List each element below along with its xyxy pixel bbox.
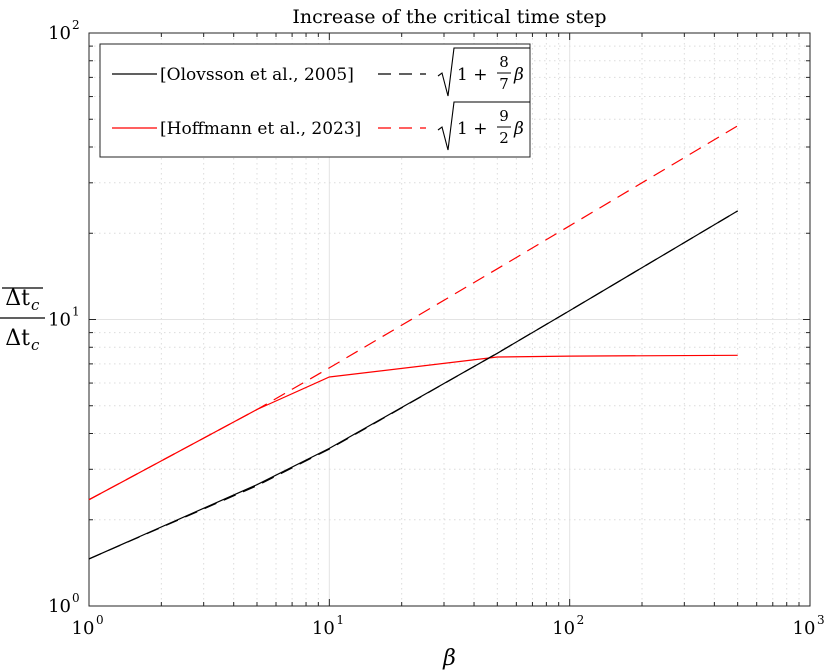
formula-numerator: 8 xyxy=(499,53,509,71)
x-axis-label: β xyxy=(442,646,456,671)
legend: [Olovsson et al., 2005] [Hoffmann et al.… xyxy=(99,43,531,158)
legend-formula-sqrt-8-7: 1 + 8 7 β xyxy=(437,47,530,97)
y-label-numerator: Δt xyxy=(5,286,30,311)
x-tick-label: 10 xyxy=(552,618,575,639)
formula-denominator: 2 xyxy=(499,129,509,147)
x-tick-exponent: 1 xyxy=(336,613,344,627)
series-group xyxy=(88,125,739,560)
chart-title: Increase of the critical time step xyxy=(292,6,606,28)
y-tick-label: 10 xyxy=(48,310,71,331)
y-tick-exponent: 2 xyxy=(72,18,80,32)
y-tick-label: 10 xyxy=(48,23,71,44)
series-line-0 xyxy=(88,210,739,560)
series-line-1 xyxy=(88,354,738,501)
legend-formula-sqrt-9-2: 1 + 9 2 β xyxy=(437,101,530,151)
y-axis-label: Δt c Δt c xyxy=(0,286,45,354)
x-tick-exponent: 0 xyxy=(96,613,104,627)
formula-variable: β xyxy=(513,119,524,139)
y-tick-exponent: 1 xyxy=(72,305,80,319)
formula-denominator: 7 xyxy=(499,75,509,93)
series-line-3 xyxy=(88,125,739,501)
x-tick-label: 10 xyxy=(72,618,95,639)
radical-sign xyxy=(437,101,530,151)
y-tick-label: 10 xyxy=(48,596,71,617)
legend-label-olovsson: [Olovsson et al., 2005] xyxy=(160,65,354,85)
y-label-denominator-subscript: c xyxy=(31,336,40,354)
formula-one-plus: 1 + xyxy=(457,65,487,85)
x-tick-exponent: 3 xyxy=(817,613,825,627)
legend-label-hoffmann: [Hoffmann et al., 2023] xyxy=(160,119,361,139)
series-line-2 xyxy=(88,210,739,560)
radical-sign xyxy=(437,47,530,97)
legend-box xyxy=(99,43,531,158)
x-tick-exponent: 2 xyxy=(577,613,585,627)
axis-ticks: 10 0 10 1 10 2 10 310 010 110 2 xyxy=(48,18,825,639)
y-tick-exponent: 0 xyxy=(72,591,80,605)
y-label-numerator-subscript: c xyxy=(31,296,40,314)
grid xyxy=(89,33,810,606)
x-tick-label: 10 xyxy=(793,618,816,639)
formula-variable: β xyxy=(513,65,524,85)
y-label-denominator: Δt xyxy=(5,326,30,351)
formula-one-plus: 1 + xyxy=(457,119,487,139)
x-tick-label: 10 xyxy=(312,618,335,639)
formula-numerator: 9 xyxy=(499,107,509,125)
